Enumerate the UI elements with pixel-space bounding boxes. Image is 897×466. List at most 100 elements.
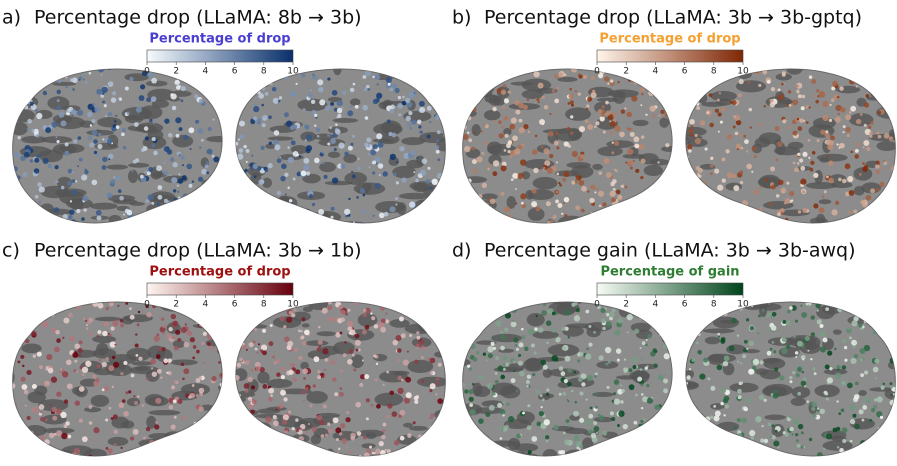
activation-speckle xyxy=(475,351,480,355)
sulcus xyxy=(434,408,446,421)
activation-speckle xyxy=(639,347,642,350)
activation-speckle xyxy=(132,428,139,435)
activation-speckle xyxy=(183,134,189,141)
activation-speckle xyxy=(631,224,634,227)
activation-speckle xyxy=(502,426,508,432)
activation-speckle xyxy=(295,369,301,375)
activation-speckle xyxy=(839,86,844,91)
activation-speckle xyxy=(721,178,726,183)
activation-speckle xyxy=(243,383,250,389)
activation-speckle xyxy=(808,75,813,79)
sulcus xyxy=(698,92,708,104)
activation-speckle xyxy=(262,328,267,333)
activation-speckle xyxy=(97,302,104,309)
sulcus xyxy=(301,323,310,328)
activation-speckle xyxy=(362,313,367,318)
activation-speckle xyxy=(601,105,605,109)
activation-speckle xyxy=(671,185,673,191)
activation-speckle xyxy=(887,69,893,71)
activation-speckle xyxy=(235,157,238,160)
activation-speckle xyxy=(397,102,403,109)
activation-speckle xyxy=(515,202,518,205)
activation-speckle xyxy=(862,402,866,406)
sulcus xyxy=(39,302,71,305)
activation-speckle xyxy=(859,211,865,217)
activation-speckle xyxy=(237,138,241,141)
activation-speckle xyxy=(13,151,20,158)
activation-speckle xyxy=(33,128,39,135)
activation-speckle xyxy=(36,154,41,158)
activation-speckle xyxy=(25,436,31,442)
activation-speckle xyxy=(267,309,274,316)
activation-speckle xyxy=(637,376,643,382)
activation-speckle xyxy=(412,294,416,298)
sulcus xyxy=(433,314,446,327)
activation-speckle xyxy=(845,127,851,133)
activation-speckle xyxy=(218,99,223,106)
activation-speckle xyxy=(518,342,524,348)
activation-speckle xyxy=(52,415,58,421)
sulcus xyxy=(59,143,85,154)
activation-speckle xyxy=(507,416,515,423)
activation-speckle xyxy=(129,307,132,310)
activation-speckle xyxy=(372,144,378,150)
activation-speckle xyxy=(510,69,514,70)
activation-speckle xyxy=(728,306,732,311)
activation-speckle xyxy=(582,74,588,80)
activation-speckle xyxy=(21,73,27,79)
activation-speckle xyxy=(810,315,816,320)
activation-speckle xyxy=(340,309,346,315)
activation-speckle xyxy=(195,445,199,449)
activation-speckle xyxy=(800,354,806,360)
activation-speckle xyxy=(327,77,331,81)
activation-speckle xyxy=(593,330,597,334)
activation-speckle xyxy=(585,309,590,314)
activation-speckle xyxy=(566,127,571,131)
activation-speckle xyxy=(853,209,858,214)
activation-speckle xyxy=(100,94,105,98)
activation-speckle xyxy=(178,173,181,176)
activation-speckle xyxy=(658,114,661,117)
activation-speckle xyxy=(235,436,242,443)
activation-speckle xyxy=(46,354,53,361)
activation-speckle xyxy=(352,221,356,223)
activation-speckle xyxy=(795,432,799,437)
activation-speckle xyxy=(597,73,604,79)
activation-speckle xyxy=(813,414,817,418)
sulcus xyxy=(818,199,832,205)
activation-speckle xyxy=(170,424,176,430)
activation-speckle xyxy=(345,417,351,423)
activation-speckle xyxy=(122,298,126,302)
activation-speckle xyxy=(626,107,630,110)
activation-speckle xyxy=(14,332,20,338)
activation-speckle xyxy=(799,64,802,67)
activation-speckle xyxy=(443,69,446,72)
activation-speckle xyxy=(14,448,21,455)
sulcus xyxy=(250,421,272,434)
activation-speckle xyxy=(410,150,416,156)
activation-speckle xyxy=(474,455,481,456)
activation-speckle xyxy=(749,325,755,331)
activation-speckle xyxy=(213,156,220,163)
activation-speckle xyxy=(160,376,163,379)
activation-speckle xyxy=(357,348,361,352)
sulcus xyxy=(409,425,428,431)
activation-speckle xyxy=(597,190,605,197)
activation-speckle xyxy=(553,296,557,300)
activation-speckle xyxy=(83,208,87,212)
activation-speckle xyxy=(598,355,604,361)
activation-speckle xyxy=(492,171,498,177)
activation-speckle xyxy=(710,205,714,209)
activation-speckle xyxy=(66,359,72,366)
activation-speckle xyxy=(506,402,510,406)
activation-speckle xyxy=(77,456,81,460)
colorbar-tick-label: 0 xyxy=(144,300,150,310)
activation-speckle xyxy=(567,336,570,339)
sulcus xyxy=(632,119,649,127)
activation-speckle xyxy=(85,323,89,327)
activation-speckle xyxy=(640,158,646,164)
activation-speckle xyxy=(840,107,846,113)
activation-speckle xyxy=(723,414,726,417)
activation-speckle xyxy=(244,454,247,456)
activation-speckle xyxy=(324,105,331,111)
